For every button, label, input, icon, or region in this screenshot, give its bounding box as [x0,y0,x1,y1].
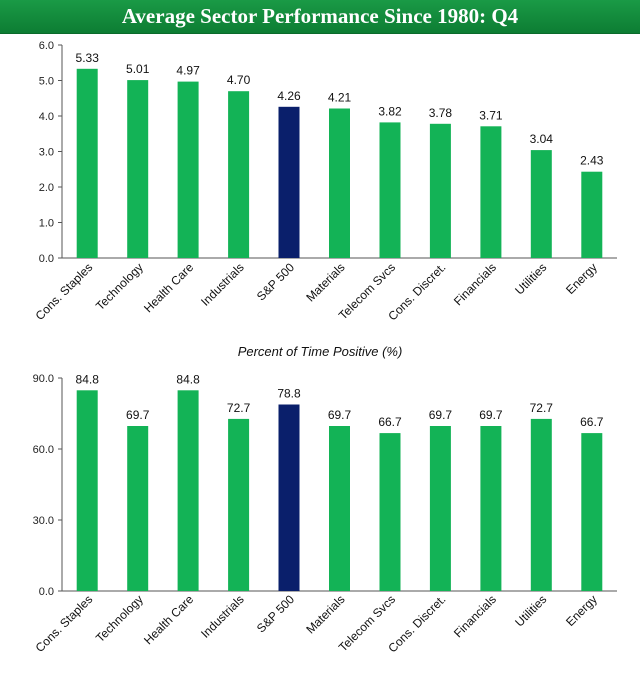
chart-2-bar [379,433,401,591]
chart-1-y-tick-label: 1.0 [39,218,54,230]
chart-1-bar [581,171,603,258]
chart-2-bar [177,390,199,591]
chart-1-data-label: 4.97 [176,64,200,78]
chart-title: Average Sector Performance Since 1980: Q… [121,4,519,28]
chart-2-data-label: 78.8 [277,387,301,401]
chart-2-bar [329,426,350,591]
chart-2-data-label: 72.7 [530,401,554,415]
chart-2-data-label: 69.7 [328,408,352,422]
chart-1-y-tick-label: 4.0 [39,111,54,123]
chart-2-bar [429,426,451,591]
chart-2-y-tick-label: 0.0 [39,586,54,598]
chart-1-data-label: 2.43 [580,154,604,168]
chart-1-y-tick-label: 5.0 [39,76,54,88]
chart-2-y-tick-label: 30.0 [33,515,54,527]
chart-1-data-label: 4.21 [328,91,352,105]
chart-1-data-label: 3.78 [429,106,453,120]
chart-1-data-label: 3.82 [378,104,402,118]
chart-1-data-label: 5.33 [76,51,100,65]
chart-2-bar [127,426,149,591]
chart-1-data-label: 4.70 [227,73,251,87]
chart-1-category-label: Cons. Staples [33,260,96,323]
chart-1-data-label: 4.26 [277,89,301,103]
chart-2-category-label: Utilities [512,592,549,629]
chart-2-y-tick-label: 60.0 [33,444,54,456]
chart-1-y-tick-label: 0.0 [39,253,54,265]
chart-2-category-label: S&P 500 [254,592,297,635]
chart-2-bar [76,390,98,591]
chart-1-category-label: Utilities [512,260,549,297]
chart-2-data-label: 66.7 [378,415,402,429]
chart-1-bar [278,106,300,258]
chart-2-category-label: Technology [93,592,146,645]
chart-2-category-label: Cons. Staples [33,592,96,655]
chart-1-category-label: Technology [93,260,146,313]
chart-2-data-label: 84.8 [176,372,200,386]
chart-2-bar [228,418,250,591]
chart-2-category-label: Financials [451,592,499,640]
chart-2-data-label: 84.8 [76,372,100,386]
chart-2-data-label: 66.7 [580,415,604,429]
chart-1-category-label: Energy [563,260,600,297]
chart-1-bar [127,80,149,258]
chart-1-bar [480,126,502,258]
chart-1-y-tick-label: 6.0 [39,40,54,52]
chart-2-subtitle: Percent of Time Positive (%) [238,344,403,359]
chart-1-bar [379,122,401,259]
chart-1-bar [177,81,199,258]
chart-2-bar [530,418,552,591]
chart-2-bar [278,404,300,591]
chart-2-data-label: 69.7 [126,408,150,422]
chart-1-bar [329,108,350,258]
chart-2-category-label: Energy [563,592,600,629]
chart-2-category-label: Industrials [198,592,247,641]
chart-1-bar [530,150,552,258]
chart-2-data-label: 72.7 [227,401,251,415]
chart-2-bar [480,426,502,591]
chart-1-category-label: Materials [303,260,347,304]
chart-1-data-label: 3.04 [530,132,554,146]
chart-2-y-tick-label: 90.0 [33,373,54,385]
chart-2-data-label: 69.7 [479,408,503,422]
chart-1-category-label: Industrials [198,260,247,309]
chart-2-category-label: Health Care [141,592,196,647]
chart-1-data-label: 3.71 [479,108,503,122]
chart-1-bar [429,123,451,258]
chart-2-data-label: 69.7 [429,408,453,422]
chart-1-category-label: Financials [451,260,499,308]
chart-2-category-label: Materials [303,592,347,636]
chart-1-bar [228,91,250,258]
chart-1-category-label: Health Care [141,260,196,315]
title-bar: Average Sector Performance Since 1980: Q… [0,0,640,34]
chart-1-y-tick-label: 3.0 [39,147,54,159]
chart-2-bar [581,433,603,591]
chart-1-bar [76,68,98,258]
chart-1-y-tick-label: 2.0 [39,182,54,194]
chart-1-category-label: S&P 500 [254,260,297,303]
chart-1-data-label: 5.01 [126,62,150,76]
